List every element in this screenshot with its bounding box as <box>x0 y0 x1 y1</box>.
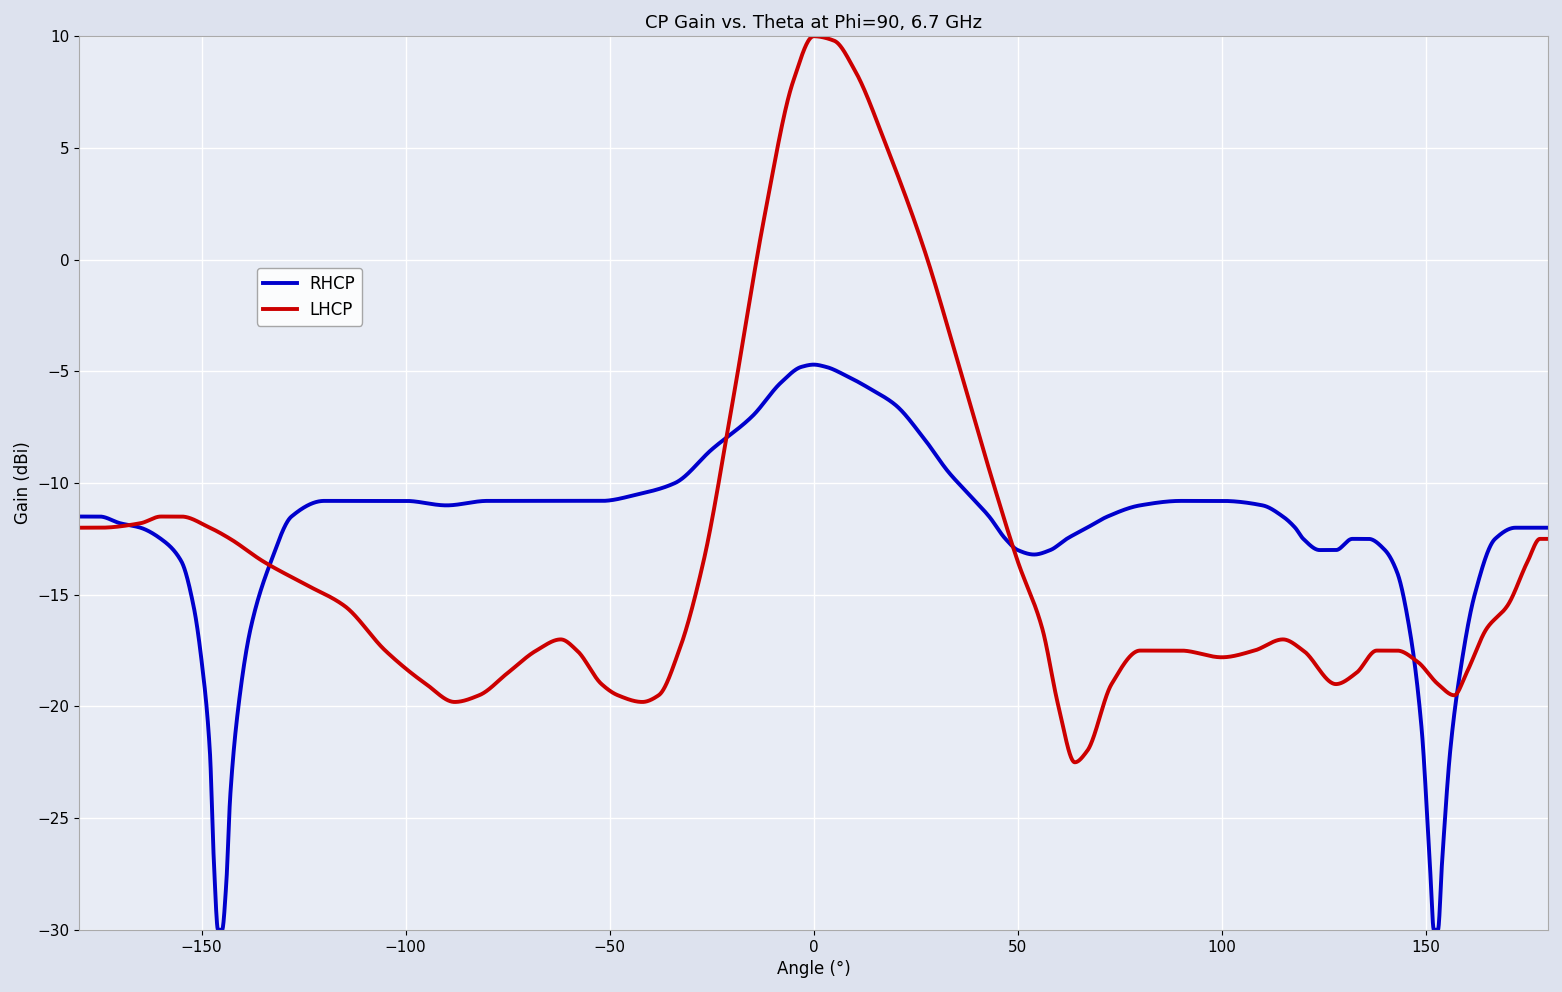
RHCP <box>73 511 92 523</box>
RHCP <box>553 495 572 507</box>
Line: LHCP: LHCP <box>80 37 1548 762</box>
RHCP <box>1539 522 1557 534</box>
X-axis label: Angle (°): Angle (°) <box>776 960 851 978</box>
LHCP <box>1065 756 1084 768</box>
LHCP <box>804 31 823 43</box>
LHCP <box>553 634 572 646</box>
RHCP <box>834 368 853 380</box>
LHCP <box>70 522 89 534</box>
RHCP <box>1017 548 1036 559</box>
LHCP <box>73 522 92 534</box>
LHCP <box>1147 645 1165 657</box>
RHCP <box>209 924 228 935</box>
Y-axis label: Gain (dBi): Gain (dBi) <box>14 441 31 525</box>
RHCP <box>804 359 823 371</box>
LHCP <box>833 44 851 56</box>
RHCP <box>1147 497 1165 509</box>
RHCP <box>70 511 89 523</box>
Line: RHCP: RHCP <box>80 365 1548 930</box>
Title: CP Gain vs. Theta at Phi=90, 6.7 GHz: CP Gain vs. Theta at Phi=90, 6.7 GHz <box>645 14 982 32</box>
LHCP <box>1017 576 1036 588</box>
LHCP <box>1539 533 1557 545</box>
Legend: RHCP, LHCP: RHCP, LHCP <box>256 268 362 325</box>
LHCP <box>1428 677 1446 688</box>
RHCP <box>1428 924 1446 935</box>
